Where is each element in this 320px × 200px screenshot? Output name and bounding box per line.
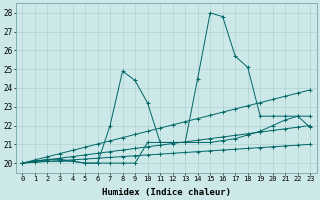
X-axis label: Humidex (Indice chaleur): Humidex (Indice chaleur) — [102, 188, 231, 197]
